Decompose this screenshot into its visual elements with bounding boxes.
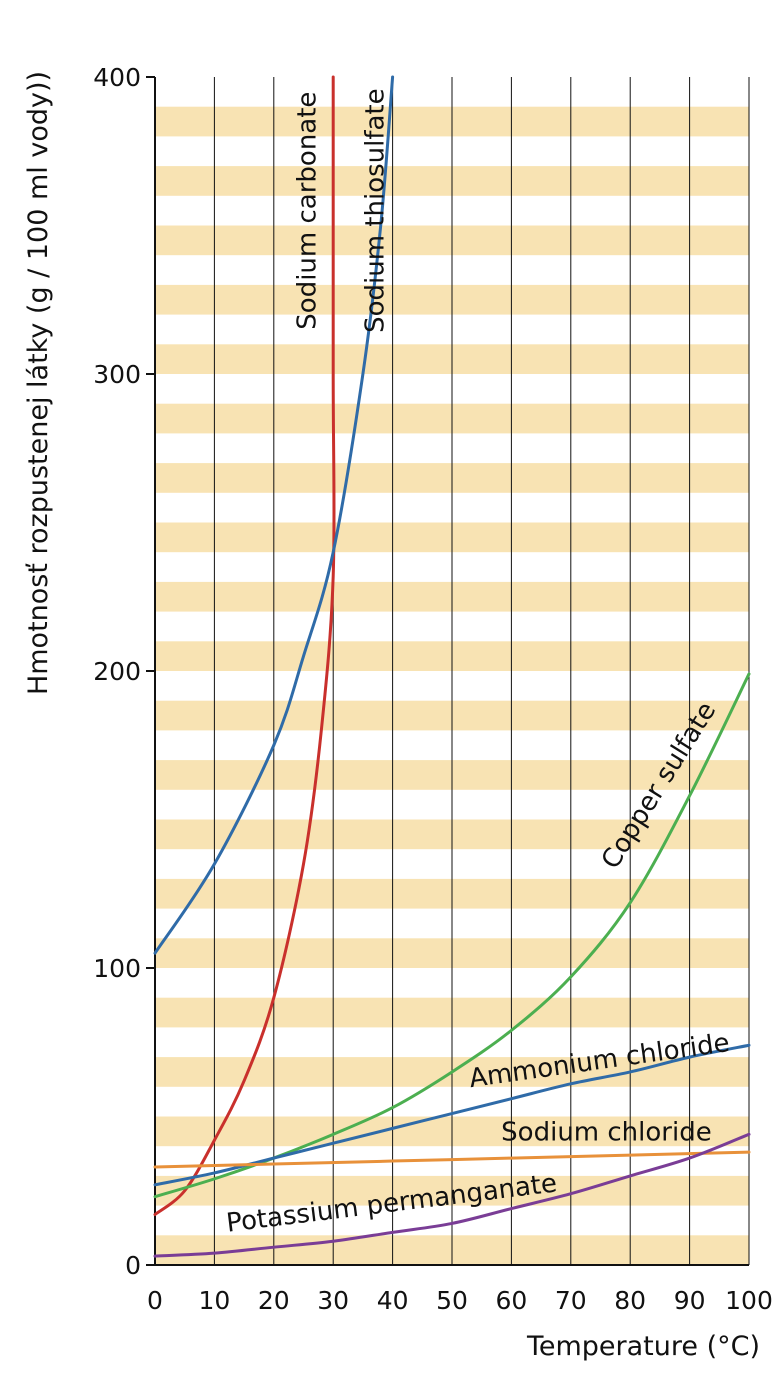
x-tick-label: 80 [614,1286,646,1315]
axes [146,76,749,1266]
x-tick-label: 50 [436,1286,468,1315]
x-tick-label: 70 [555,1286,587,1315]
y-tick-label: 200 [93,657,141,686]
x-tick-label: 60 [495,1286,527,1315]
label-sodium-carbonate: Sodium carbonate [292,92,322,330]
series-line-sodium-chloride [153,1150,751,1169]
x-tick-label: 0 [147,1286,163,1315]
y-tick-label: 400 [93,63,141,92]
tick-labels: 0 10 20 30 40 50 60 70 80 90 100 0 100 200 300 400 [93,63,773,1315]
y-axis-title: Hmotnosť rozpustenej látky (g / 100 ml v… [23,71,54,695]
y-tick-label: 300 [93,360,141,389]
series-line-potassium-permanganate [153,1132,751,1258]
label-sodium-chloride: Sodium chloride [501,1117,712,1147]
series-line-sodium-thiosulfate [153,75,395,955]
x-tick-label: 100 [725,1286,773,1315]
x-tick-label: 20 [258,1286,290,1315]
x-tick-label: 10 [198,1286,230,1315]
x-axis-title: Temperature (°C) [526,1331,760,1362]
series-line-ammonium-chloride [153,1043,751,1187]
x-tick-label: 90 [674,1286,706,1315]
series-lines [153,75,751,1258]
y-tick-label: 100 [93,954,141,983]
x-tick-label: 30 [317,1286,349,1315]
label-sodium-thiosulfate: Sodium thiosulfate [361,88,391,333]
series-line-sodium-carbonate [153,75,336,1217]
x-tick-label: 40 [377,1286,409,1315]
y-tick-label: 0 [125,1251,141,1280]
